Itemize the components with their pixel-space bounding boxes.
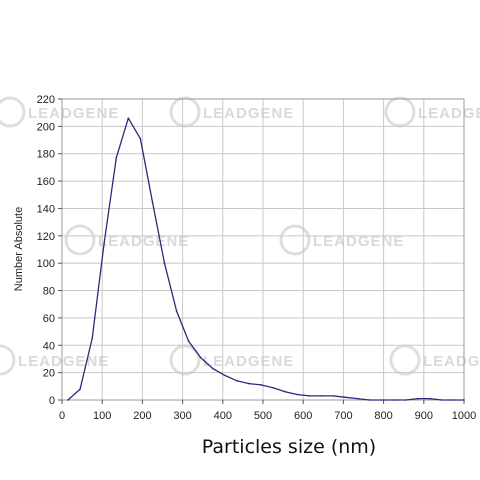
x-tick-label: 1000 [452,410,476,422]
watermark-text: LEADGENE [203,105,294,122]
y-tick-label: 0 [49,395,55,407]
data-point [284,390,286,393]
data-point [163,262,166,264]
x-tick-label: 800 [374,410,392,422]
watermark-leaf-icon [0,344,16,376]
data-points [67,117,465,401]
watermark-logo: LEADGENE [389,344,480,376]
x-tick-label: 500 [254,410,272,422]
watermark-text: LEADGENE [203,353,294,370]
data-point [332,395,335,397]
y-tick-label: 120 [37,231,55,243]
watermark-leaf-icon [0,96,26,128]
y-tick-label: 40 [43,340,55,352]
y-axis-title: Number Absolute [13,207,25,291]
data-point [368,399,371,401]
watermark-leaf-icon [169,344,201,376]
data-point [67,399,69,401]
data-point [356,397,359,400]
data-point [187,340,190,342]
data-point [175,310,178,312]
data-point [463,399,465,401]
y-tick-label: 220 [37,94,55,106]
x-tick-label: 200 [133,410,151,422]
data-point [103,241,106,244]
series-line [67,117,464,401]
x-axis-title: Particles size (nm) [202,436,376,458]
data-point [308,395,311,397]
data-point [344,396,347,399]
watermark-leaf-icon [389,344,421,376]
y-tick-label: 80 [43,286,55,298]
watermark-logo: LEADGENE [279,224,404,256]
x-tick-label: 0 [59,410,65,422]
watermark-logo: LEADGENE [384,96,480,128]
data-point [79,388,81,390]
data-point [199,356,202,359]
data-point [404,399,407,401]
x-tick-label: 600 [294,410,312,422]
watermark-text: LEADGENE [18,353,109,370]
watermark-logo: LEADGENE [169,344,294,376]
x-tick-label: 700 [334,410,352,422]
data-point [248,382,250,385]
y-tick-label: 140 [37,203,55,215]
watermark-text: LEADGENE [418,105,480,122]
watermark-text: LEADGENE [98,233,189,250]
watermark-leaf-icon [384,96,416,128]
data-point [260,384,262,386]
data-point [380,399,383,401]
x-tick-label: 100 [93,410,111,422]
data-point [296,393,298,396]
axis-ticks: 0 100 200 300 400 500 600 700 800 900 1000 0 20 40 60 8… [37,94,477,422]
data-point [151,200,154,203]
watermark-text: LEADGENE [28,105,119,122]
data-point [211,367,214,370]
data-point [416,397,419,400]
y-tick-label: 200 [37,121,55,133]
data-point [441,399,443,401]
watermark-leaf-icon [279,224,311,256]
x-tick-label: 900 [415,410,433,422]
x-tick-label: 300 [173,410,191,422]
x-tick-label: 400 [214,410,232,422]
y-tick-label: 180 [37,149,55,161]
data-point [272,386,274,389]
watermark-logo: LEADGENE [169,96,294,128]
watermark-text: LEADGENE [423,353,480,370]
data-point [429,397,431,400]
y-tick-label: 60 [43,313,55,325]
data-point [453,399,455,401]
data-point [91,337,93,340]
y-tick-label: 160 [37,176,55,188]
watermark-logo: LEADGENE [0,96,119,128]
watermark-text: LEADGENE [313,233,404,250]
data-point [392,399,395,401]
data-point [320,395,323,397]
data-point [127,117,130,119]
watermark-leaf-icon [169,96,201,128]
watermark-logo: LEADGENE [64,224,189,256]
data-point [224,374,226,377]
data-point [115,157,118,159]
y-tick-label: 20 [43,368,55,380]
data-point [139,137,142,140]
y-tick-label: 100 [37,258,55,270]
data-point [236,380,238,382]
watermark-leaf-icon [64,224,96,256]
